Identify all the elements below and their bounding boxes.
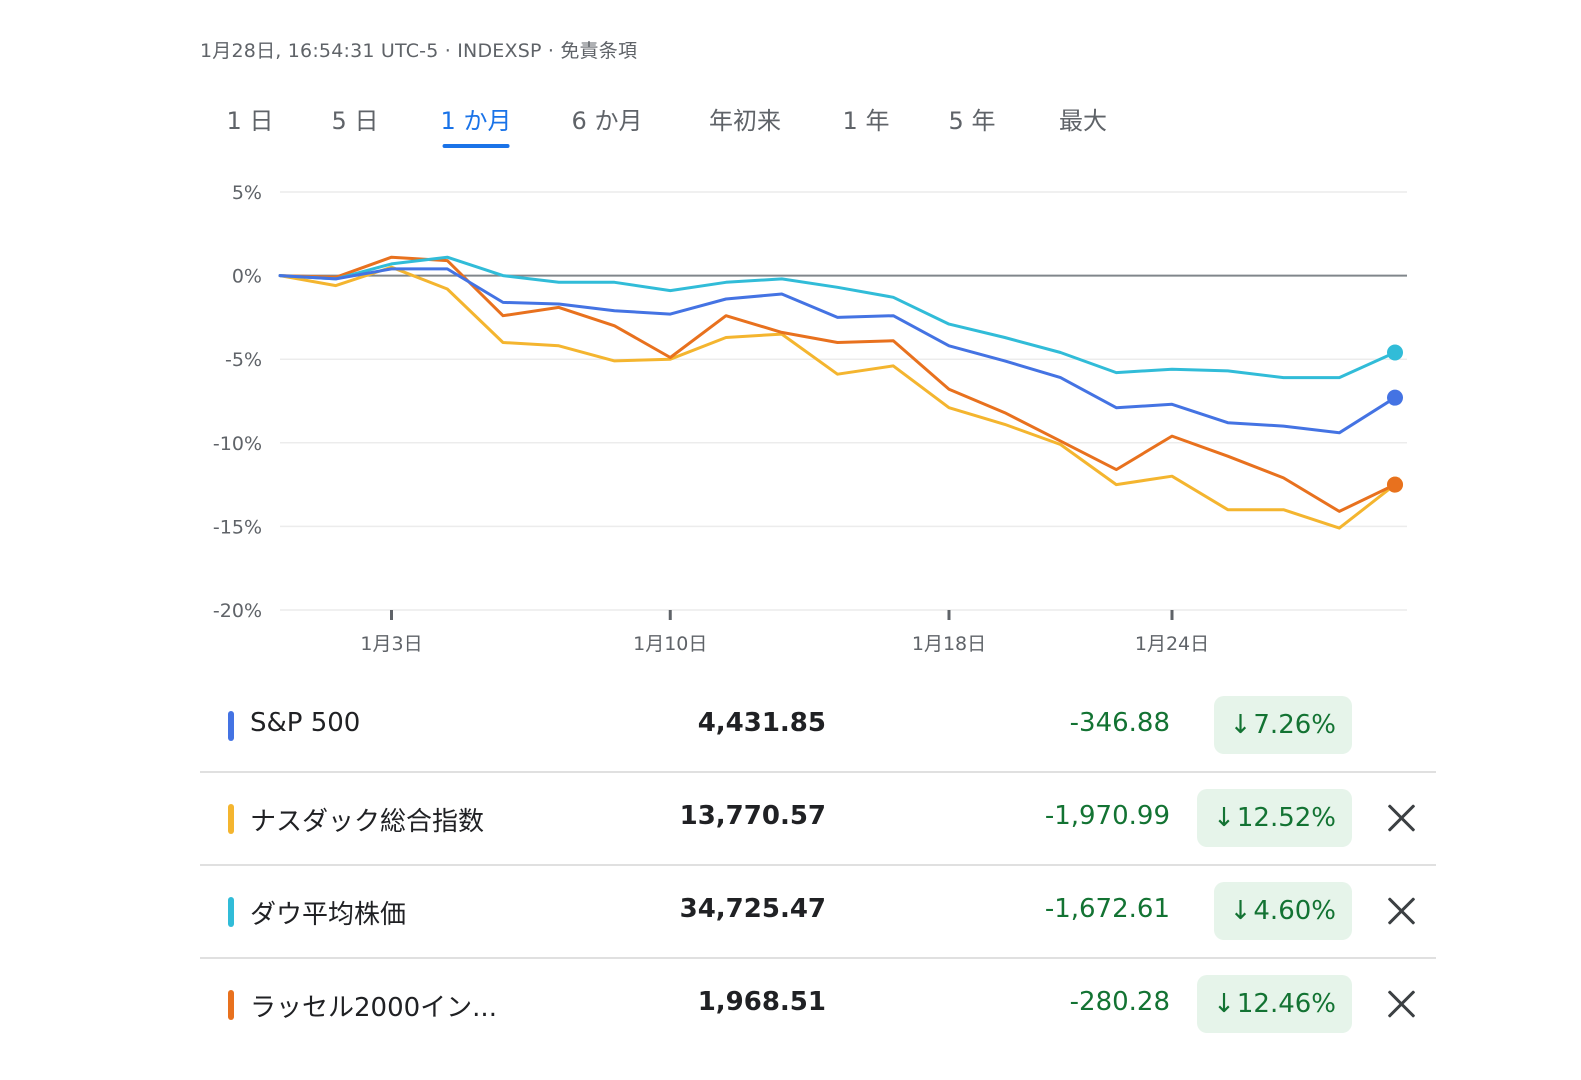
table-row-nasdaq[interactable]: ナスダック総合指数 13,770.57 -1,970.99 ↓12.52% xyxy=(200,773,1436,866)
table-row-dow[interactable]: ダウ平均株価 34,725.47 -1,672.61 ↓4.60% xyxy=(200,866,1436,959)
series-color-swatch xyxy=(228,897,234,927)
index-change: -280.28 xyxy=(1069,987,1170,1017)
tab-5-years[interactable]: 5 年 xyxy=(948,107,996,135)
percent-change-badge: ↓12.52% xyxy=(1197,789,1352,847)
quote-meta: 1月28日, 16:54:31 UTC-5 · INDEXSP · 免責条項 xyxy=(200,40,638,62)
x-tick-label: 1月3日 xyxy=(360,633,422,655)
series-color-swatch xyxy=(228,711,234,741)
index-name: ナスダック総合指数 xyxy=(250,807,485,837)
index-name: ラッセル2000イン... xyxy=(250,993,497,1023)
tab-6-months[interactable]: 6 か月 xyxy=(571,107,643,135)
down-arrow-icon: ↓ xyxy=(1213,989,1235,1019)
percent-change-badge: ↓4.60% xyxy=(1213,882,1352,940)
x-axis: 1月3日 1月10日 1月18日 1月24日 xyxy=(360,610,1209,655)
series-end-dots xyxy=(1387,344,1403,493)
percent-change-badge: ↓7.26% xyxy=(1213,696,1352,754)
y-tick-label: 0% xyxy=(232,266,262,288)
series-line xyxy=(278,267,1397,435)
table-row-sp500[interactable]: S&P 500 4,431.85 -346.88 ↓7.26% xyxy=(200,680,1436,773)
table-row-russell[interactable]: ラッセル2000イン... 1,968.51 -280.28 ↓12.46% xyxy=(200,959,1436,1050)
series-end-dot xyxy=(1387,476,1403,493)
series-color-swatch xyxy=(228,990,234,1020)
series-line xyxy=(278,265,1397,530)
index-price: 34,725.47 xyxy=(679,894,826,924)
close-icon[interactable] xyxy=(1386,989,1416,1019)
tab-max[interactable]: 最大 xyxy=(1059,107,1107,135)
series-line xyxy=(278,255,1397,513)
tab-1-day[interactable]: 1 日 xyxy=(226,107,274,135)
index-price: 1,968.51 xyxy=(697,987,826,1017)
index-price: 4,431.85 xyxy=(697,708,826,738)
x-tick-label: 1月24日 xyxy=(1135,633,1209,655)
close-icon[interactable] xyxy=(1386,803,1416,833)
comparison-line-chart[interactable]: 5% 0% -5% -10% -15% -20% 1月3日 1月10日 1月18日 1月24日 xyxy=(200,170,1430,670)
tab-1-year[interactable]: 1 年 xyxy=(842,107,890,135)
down-arrow-icon: ↓ xyxy=(1213,803,1235,833)
tab-ytd[interactable]: 年初来 xyxy=(709,107,781,135)
index-price: 13,770.57 xyxy=(679,801,826,831)
chart-grid xyxy=(280,191,1407,611)
index-name: ダウ平均株価 xyxy=(250,900,407,930)
comparison-table: S&P 500 4,431.85 -346.88 ↓7.26% ナスダック総合指… xyxy=(200,680,1436,1050)
index-change: -1,970.99 xyxy=(1044,801,1170,831)
tab-1-month[interactable]: 1 か月 xyxy=(437,95,516,148)
series-end-dot xyxy=(1387,389,1403,406)
index-change: -346.88 xyxy=(1069,708,1170,738)
close-icon[interactable] xyxy=(1386,896,1416,926)
series-end-dot xyxy=(1387,344,1403,361)
down-arrow-icon: ↓ xyxy=(1229,896,1252,926)
index-name: S&P 500 xyxy=(250,708,361,738)
tab-5-days[interactable]: 5 日 xyxy=(331,107,379,135)
y-axis-labels: 5% 0% -5% -10% -15% -20% xyxy=(213,182,262,622)
series-color-swatch xyxy=(228,804,234,834)
active-tab-indicator xyxy=(442,144,510,148)
x-tick-label: 1月18日 xyxy=(912,633,986,655)
percent-change-badge: ↓12.46% xyxy=(1197,975,1352,1033)
y-tick-label: 5% xyxy=(232,182,262,204)
y-tick-label: -10% xyxy=(213,433,262,455)
y-tick-label: -15% xyxy=(213,516,262,538)
y-tick-label: -5% xyxy=(225,349,262,371)
index-change: -1,672.61 xyxy=(1044,894,1170,924)
series-line xyxy=(278,255,1397,380)
down-arrow-icon: ↓ xyxy=(1229,710,1252,740)
series-lines xyxy=(278,255,1397,530)
range-tabs: 1 日 5 日 1 か月 6 か月 年初来 1 年 5 年 最大 xyxy=(200,95,1160,148)
x-tick-label: 1月10日 xyxy=(633,633,707,655)
y-tick-label: -20% xyxy=(213,600,262,622)
